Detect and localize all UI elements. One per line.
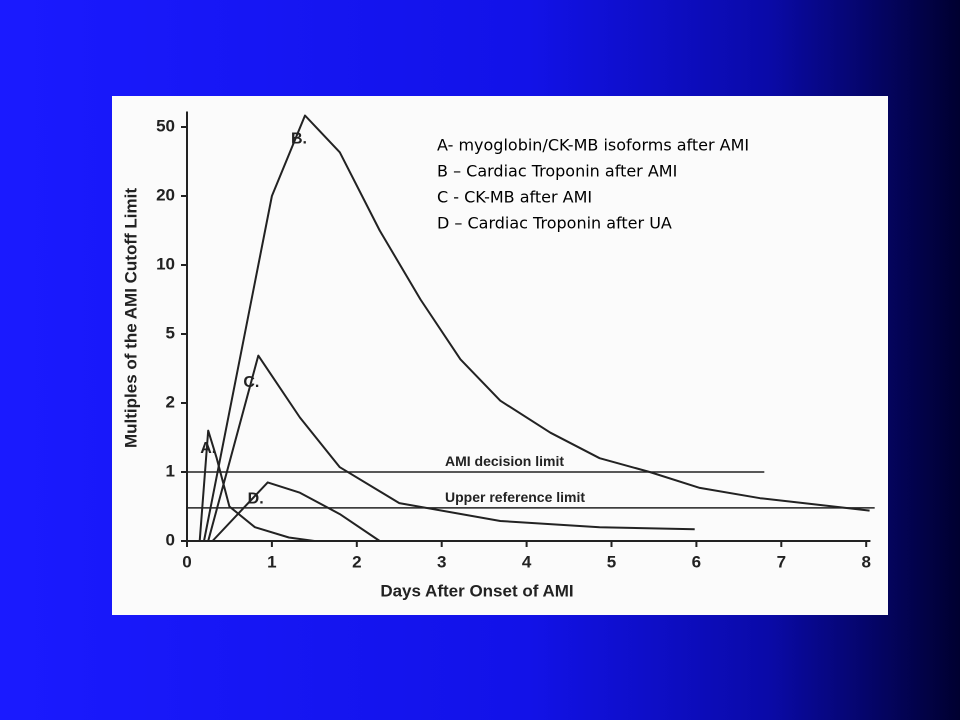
curve xyxy=(207,354,695,542)
y-tick-label: 5 xyxy=(166,323,175,342)
curve-label: A. xyxy=(200,440,216,457)
legend-text: D – Cardiac Troponin after UA xyxy=(437,214,672,233)
x-tick-label: 1 xyxy=(267,552,276,571)
y-tick-label: 0 xyxy=(166,530,175,549)
curve-label: B. xyxy=(291,131,307,148)
y-tick-label: 10 xyxy=(156,254,175,273)
legend-text: A- myoglobin/CK-MB isoforms after AMI xyxy=(437,136,749,155)
y-tick-label: 2 xyxy=(166,392,175,411)
x-tick-label: 2 xyxy=(352,552,361,571)
x-tick-label: 5 xyxy=(607,552,616,571)
curve xyxy=(203,114,870,542)
x-tick-label: 3 xyxy=(437,552,446,571)
curve-label: C. xyxy=(243,374,259,391)
x-tick-label: 4 xyxy=(522,552,532,571)
x-axis-title: Days After Onset of AMI xyxy=(380,581,573,600)
y-tick-label: 50 xyxy=(156,116,175,135)
y-tick-label: 20 xyxy=(156,185,175,204)
curve-label: D. xyxy=(248,491,264,508)
reference-label: AMI decision limit xyxy=(445,453,564,469)
y-tick-label: 1 xyxy=(166,461,175,480)
reference-label: Upper reference limit xyxy=(445,489,585,505)
x-tick-label: 7 xyxy=(777,552,786,571)
legend-text: C - CK-MB after AMI xyxy=(437,188,592,207)
x-tick-label: 8 xyxy=(861,552,870,571)
x-tick-label: 0 xyxy=(182,552,191,571)
curve xyxy=(211,481,381,542)
y-axis-title: Multiples of the AMI Cutoff Limit xyxy=(121,188,140,448)
curve xyxy=(198,429,315,542)
x-tick-label: 6 xyxy=(692,552,701,571)
legend-text: B – Cardiac Troponin after AMI xyxy=(437,162,677,181)
